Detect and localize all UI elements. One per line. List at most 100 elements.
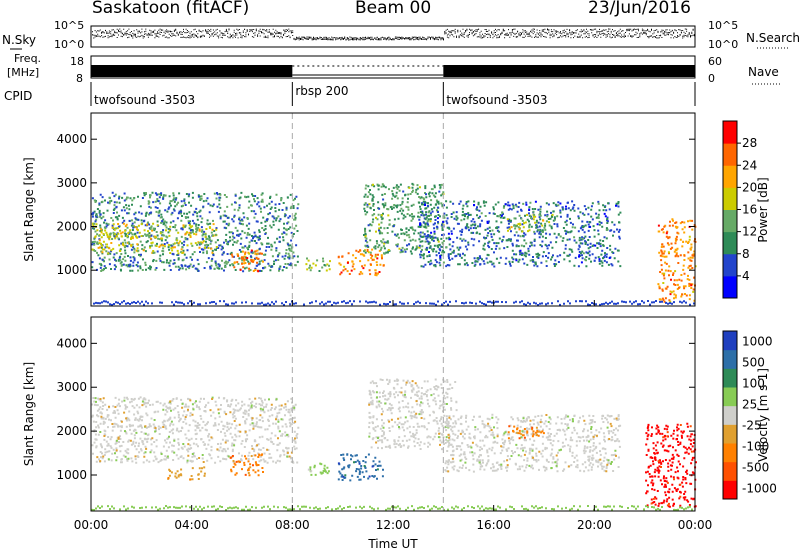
echo-region-0-5 — [363, 182, 445, 255]
echo-cells — [507, 425, 545, 440]
x-tick-label-1: 04:00 — [174, 518, 209, 532]
y-tick-label-0-2: 3000 — [56, 176, 87, 190]
echo-region-0-6 — [418, 200, 622, 268]
power-cb-label-0: 4 — [742, 269, 750, 283]
y-tick-label-0-0: 1000 — [56, 263, 87, 277]
power-cb-label-3: 16 — [742, 203, 757, 217]
echo-cells — [363, 183, 445, 255]
x-axis-label: Time UT — [367, 537, 418, 551]
velocity-cb-label-2: 100 — [742, 377, 765, 391]
velocity-colorbar-swatch-6 — [723, 368, 737, 388]
beam-title: Beam 00 — [355, 0, 432, 18]
heatmap-panel-0: 1000 2000 3000 4000 Slant Range [km] — [22, 112, 697, 307]
echo-cells — [248, 252, 251, 255]
y-axis-label-0: Slant Range [km] — [22, 157, 36, 261]
echo-cells — [340, 257, 381, 274]
y-tick-label-1-2: 3000 — [56, 380, 87, 394]
echo-region-1-6 — [443, 413, 622, 473]
date-title: 23/Jun/2016 — [588, 0, 691, 18]
noise-panel-frame — [90, 25, 696, 48]
velocity-cb-label-7: -1000 — [742, 482, 777, 496]
y-tick-label-1-3: 4000 — [56, 336, 87, 350]
echo-cells — [92, 192, 300, 272]
power-colorbar-swatch-1 — [723, 253, 737, 277]
noise-sky-trace — [92, 28, 695, 41]
power-colorbar-swatch-7 — [723, 121, 737, 144]
x-tick-label-4: 16:00 — [476, 518, 511, 532]
velocity-colorbar-frame — [722, 330, 738, 500]
power-colorbar-swatch-3 — [723, 209, 737, 233]
near-range-clutter-1 — [91, 505, 693, 511]
echo-cells — [239, 249, 260, 273]
echo-cells — [230, 250, 263, 272]
power-cb-label-5: 24 — [742, 158, 757, 172]
velocity-colorbar-swatch-2 — [723, 443, 737, 463]
echo-region-1-8 — [645, 422, 697, 508]
echo-cells — [645, 422, 697, 508]
echo-cells — [337, 248, 385, 276]
echo-region-1-2 — [229, 453, 264, 477]
freq-tick-bottom: 8 — [76, 72, 83, 85]
power-colorbar-swatch-6 — [723, 143, 737, 166]
velocity-colorbar-swatch-1 — [723, 461, 737, 481]
cpid-segment-2: twofsound -3503 — [446, 93, 547, 107]
velocity-cb-label-4: -25 — [742, 419, 762, 433]
power-colorbar-title: Power [dB] — [756, 177, 770, 242]
cpid-segment-1: rbsp 200 — [295, 84, 348, 98]
echo-cells — [93, 222, 217, 255]
echo-cells — [318, 264, 326, 272]
echo-cells — [658, 219, 697, 303]
echo-region-1-7 — [507, 425, 545, 440]
y-tick-label-0-1: 2000 — [56, 220, 87, 234]
velocity-colorbar-swatch-0 — [723, 480, 737, 500]
heatmap-panel-1: 1000 2000 3000 4000 Slant Range [km] — [22, 316, 697, 512]
cpid-segment-0: twofsound -3503 — [94, 93, 195, 107]
echo-cells — [306, 257, 330, 272]
power-cb-label-4: 20 — [742, 180, 757, 194]
velocity-cb-label-1: 500 — [742, 356, 765, 370]
echo-region-1-4 — [337, 453, 384, 482]
velocity-colorbar-swatch-3 — [723, 424, 737, 444]
velocity-colorbar-swatch-7 — [723, 349, 737, 369]
power-colorbar-swatch-4 — [723, 187, 737, 210]
noise-left-label: N.Sky — [2, 33, 36, 47]
site-title: Saskatoon (fitACF) — [92, 0, 250, 18]
noise-left-tick-top: 10^5 — [54, 19, 84, 32]
plot-background-1 — [91, 317, 695, 511]
echo-region-0-3 — [305, 257, 331, 272]
echo-cells — [305, 259, 331, 272]
freq-trace-block-0 — [91, 65, 293, 77]
x-tick-label-3: 12:00 — [376, 518, 411, 532]
echo-cells — [363, 182, 444, 255]
echo-cells — [443, 413, 622, 473]
echo-region-1-5 — [368, 378, 458, 451]
velocity-cb-label-6: -500 — [742, 461, 769, 475]
velocity-cb-label-3: 25 — [742, 398, 757, 412]
freq-trace-block-2 — [443, 65, 695, 77]
freq-label: Freq. — [14, 52, 41, 65]
echo-region-1-3 — [307, 462, 330, 476]
velocity-cb-label-5: -100 — [742, 440, 769, 454]
velocity-colorbar-title: Velocity [m s-1] — [756, 368, 770, 462]
echo-cells — [516, 430, 541, 436]
velocity-colorbar-swatch-5 — [723, 387, 737, 407]
freq-tick-top: 18 — [70, 55, 84, 68]
velocity-colorbar-swatch-4 — [723, 405, 737, 425]
x-tick-label-2: 08:00 — [275, 518, 310, 532]
x-tick-label-5: 20:00 — [577, 518, 612, 532]
y-tick-label-1-1: 2000 — [56, 424, 87, 438]
noise-right-tick-top: 10^5 — [708, 19, 738, 32]
echo-region-0-4 — [337, 248, 385, 277]
echo-cells — [650, 424, 693, 507]
noise-right-tick-bottom: 10^0 — [708, 38, 738, 51]
y-axis-label-1: Slant Range [km] — [22, 362, 36, 466]
velocity-colorbar-swatch-8 — [723, 331, 737, 351]
echo-region-1-0 — [91, 396, 300, 464]
echo-cells — [230, 453, 264, 477]
echo-region-1-1 — [167, 466, 206, 481]
y-tick-label-1-0: 1000 — [56, 468, 87, 482]
echo-cells — [309, 462, 330, 476]
echo-cells — [368, 378, 458, 451]
echo-cells — [307, 468, 313, 473]
